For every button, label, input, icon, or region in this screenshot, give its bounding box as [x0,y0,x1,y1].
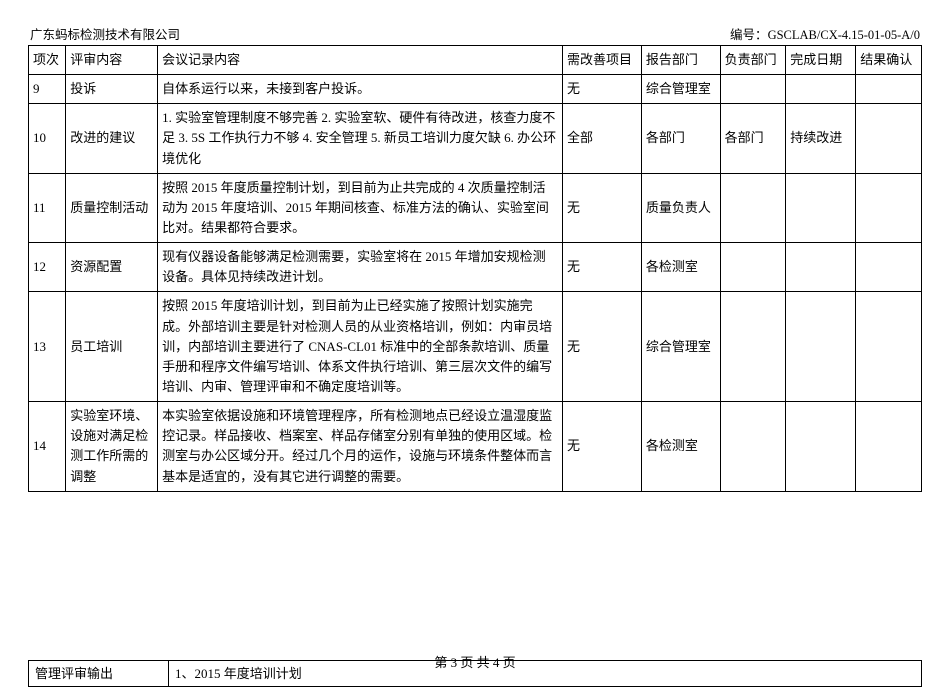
cell-report_dept: 质量负责人 [641,173,720,242]
cell-topic: 实验室环境、设施对满足检测工作所需的调整 [66,402,158,492]
cell-confirm [856,75,922,104]
cell-resp_dept [720,75,786,104]
cell-improve: 无 [563,75,642,104]
cell-topic: 资源配置 [66,243,158,292]
doc-code: 编号：GSCLAB/CX-4.15-01-05-A/0 [730,24,920,43]
th-confirm: 结果确认 [856,46,922,75]
cell-no: 13 [29,292,66,402]
cell-topic: 投诉 [66,75,158,104]
cell-improve: 无 [563,173,642,242]
cell-no: 10 [29,104,66,173]
cell-record: 1. 实验室管理制度不够完善 2. 实验室软、硬件有待改进，核查力度不足 3. … [158,104,563,173]
cell-report_dept: 各部门 [641,104,720,173]
cell-record: 现有仪器设备能够满足检测需要，实验室将在 2015 年增加安规检测设备。具体见持… [158,243,563,292]
cell-resp_dept [720,173,786,242]
th-report: 报告部门 [641,46,720,75]
th-resp: 负责部门 [720,46,786,75]
cell-confirm [856,243,922,292]
th-record: 会议记录内容 [158,46,563,75]
cell-improve: 全部 [563,104,642,173]
cell-no: 11 [29,173,66,242]
cell-improve: 无 [563,292,642,402]
cell-improve: 无 [563,243,642,292]
page-footer: 第 3 页 共 4 页 [0,652,950,671]
table-row: 13员工培训按照 2015 年度培训计划，到目前为止已经实施了按照计划实施完成。… [29,292,922,402]
cell-due [786,243,856,292]
cell-improve: 无 [563,402,642,492]
cell-report_dept: 综合管理室 [641,292,720,402]
review-table: 项次 评审内容 会议记录内容 需改善项目 报告部门 负责部门 完成日期 结果确认… [28,45,922,492]
cell-due [786,402,856,492]
cell-record: 自体系运行以来，未接到客户投诉。 [158,75,563,104]
cell-report_dept: 综合管理室 [641,75,720,104]
cell-record: 本实验室依据设施和环境管理程序，所有检测地点已经设立温湿度监控记录。样品接收、档… [158,402,563,492]
cell-topic: 员工培训 [66,292,158,402]
table-header-row: 项次 评审内容 会议记录内容 需改善项目 报告部门 负责部门 完成日期 结果确认 [29,46,922,75]
cell-due [786,292,856,402]
th-due: 完成日期 [786,46,856,75]
company-name: 广东蚂标检测技术有限公司 [30,24,180,43]
cell-topic: 质量控制活动 [66,173,158,242]
cell-record: 按照 2015 年度质量控制计划，到目前为止共完成的 4 次质量控制活动为 20… [158,173,563,242]
cell-report_dept: 各检测室 [641,243,720,292]
table-row: 9投诉自体系运行以来，未接到客户投诉。无综合管理室 [29,75,922,104]
cell-no: 12 [29,243,66,292]
table-row: 12资源配置现有仪器设备能够满足检测需要，实验室将在 2015 年增加安规检测设… [29,243,922,292]
page-header: 广东蚂标检测技术有限公司 编号：GSCLAB/CX-4.15-01-05-A/0 [28,24,922,43]
cell-due [786,75,856,104]
cell-resp_dept [720,243,786,292]
cell-no: 9 [29,75,66,104]
th-no: 项次 [29,46,66,75]
cell-confirm [856,104,922,173]
table-row: 10改进的建议1. 实验室管理制度不够完善 2. 实验室软、硬件有待改进，核查力… [29,104,922,173]
page-number: 第 3 页 共 4 页 [434,655,515,670]
cell-due: 持续改进 [786,104,856,173]
cell-confirm [856,173,922,242]
cell-no: 14 [29,402,66,492]
th-topic: 评审内容 [66,46,158,75]
cell-resp_dept [720,402,786,492]
cell-record: 按照 2015 年度培训计划，到目前为止已经实施了按照计划实施完成。外部培训主要… [158,292,563,402]
cell-confirm [856,292,922,402]
cell-resp_dept [720,292,786,402]
cell-due [786,173,856,242]
table-row: 11质量控制活动按照 2015 年度质量控制计划，到目前为止共完成的 4 次质量… [29,173,922,242]
cell-resp_dept: 各部门 [720,104,786,173]
th-improve: 需改善项目 [563,46,642,75]
table-row: 14实验室环境、设施对满足检测工作所需的调整本实验室依据设施和环境管理程序，所有… [29,402,922,492]
cell-confirm [856,402,922,492]
cell-report_dept: 各检测室 [641,402,720,492]
cell-topic: 改进的建议 [66,104,158,173]
